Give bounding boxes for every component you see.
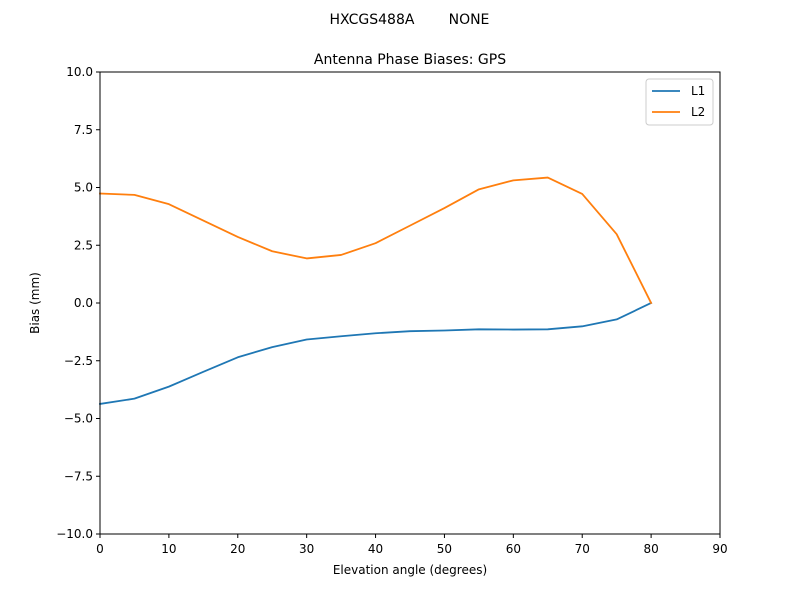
legend-label-l1: L1 (691, 84, 705, 98)
x-tick-label: 90 (712, 542, 727, 556)
y-axis-ticks: 10.0 7.5 5.0 2.5 0.0 −2.5 −5.0 −7.5 −10.0 (56, 65, 100, 541)
y-tick-label: −5.0 (64, 412, 93, 426)
y-tick-label: −7.5 (64, 469, 93, 483)
x-tick-label: 30 (299, 542, 314, 556)
plot-area (100, 72, 720, 534)
y-tick-label: −10.0 (56, 527, 93, 541)
x-tick-label: 80 (643, 542, 658, 556)
x-axis-label: Elevation angle (degrees) (333, 563, 487, 577)
x-tick-label: 70 (575, 542, 590, 556)
x-axis-ticks: 0 10 20 30 40 50 60 70 80 90 (96, 534, 728, 556)
y-axis-label: Bias (mm) (28, 272, 42, 334)
legend-label-l2: L2 (691, 105, 705, 119)
series-layer (98, 176, 653, 405)
y-tick-label: 10.0 (66, 65, 93, 79)
x-tick-label: 10 (161, 542, 176, 556)
y-tick-label: 7.5 (74, 123, 93, 137)
x-tick-label: 0 (96, 542, 104, 556)
plot-frame (99, 71, 721, 535)
chart-title: Antenna Phase Biases: GPS (314, 52, 506, 68)
y-tick-label: 0.0 (74, 296, 93, 310)
x-tick-label: 40 (368, 542, 383, 556)
y-tick-label: 2.5 (74, 238, 93, 252)
figure-suptitle-right: NONE (449, 12, 490, 28)
x-tick-label: 50 (437, 542, 452, 556)
figure-suptitle-left: HXCGS488A (330, 12, 415, 28)
legend: L1 L2 (645, 78, 714, 126)
y-tick-label: −2.5 (64, 354, 93, 368)
y-tick-label: 5.0 (74, 181, 93, 195)
x-tick-label: 20 (230, 542, 245, 556)
series-line-l1 (98, 301, 653, 405)
series-line-l2 (99, 176, 653, 305)
x-tick-label: 60 (506, 542, 521, 556)
